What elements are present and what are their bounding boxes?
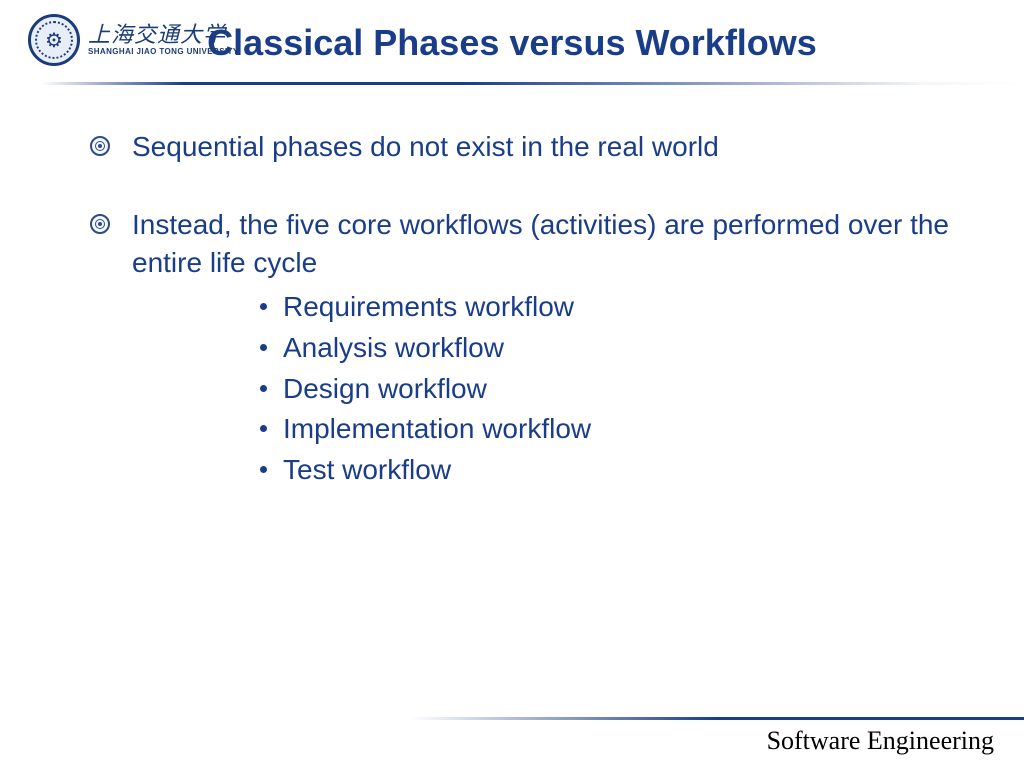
sub-bullet-item: Requirements workflow (260, 287, 954, 328)
dot-bullet-icon (260, 303, 267, 310)
sub-bullet-text: Implementation workflow (283, 409, 591, 450)
sub-bullet-text: Test workflow (283, 450, 451, 491)
sub-bullet-text: Design workflow (283, 369, 487, 410)
dot-bullet-icon (260, 425, 267, 432)
sub-bullet-item: Design workflow (260, 369, 954, 410)
sub-bullet-list: Requirements workflow Analysis workflow … (90, 287, 954, 490)
dot-bullet-icon (260, 466, 267, 473)
university-text: 上海交通大学 SHANGHAI JIAO TONG UNIVERSITY (88, 24, 239, 56)
slide-header: ⚙ 上海交通大学 SHANGHAI JIAO TONG UNIVERSITY C… (0, 0, 1024, 100)
bullet-text: Instead, the five core workflows (activi… (132, 206, 954, 282)
university-logo: ⚙ 上海交通大学 SHANGHAI JIAO TONG UNIVERSITY (28, 14, 239, 66)
seal-bullet-icon (90, 214, 110, 234)
bullet-item: Instead, the five core workflows (activi… (90, 206, 954, 282)
sub-bullet-item: Test workflow (260, 450, 954, 491)
university-name-script: 上海交通大学 (88, 24, 239, 46)
university-name-english: SHANGHAI JIAO TONG UNIVERSITY (88, 48, 239, 56)
header-divider (0, 82, 1024, 85)
sub-bullet-item: Implementation workflow (260, 409, 954, 450)
footer-divider (0, 717, 1024, 720)
sub-bullet-text: Requirements workflow (283, 287, 574, 328)
dot-bullet-icon (260, 344, 267, 351)
bullet-text: Sequential phases do not exist in the re… (132, 128, 719, 166)
footer-label: Software Engineering (767, 726, 994, 756)
university-seal-icon: ⚙ (28, 14, 80, 66)
sub-bullet-text: Analysis workflow (283, 328, 504, 369)
bullet-item: Sequential phases do not exist in the re… (90, 128, 954, 166)
seal-bullet-icon (90, 136, 110, 156)
slide-content: Sequential phases do not exist in the re… (0, 100, 1024, 490)
sub-bullet-item: Analysis workflow (260, 328, 954, 369)
dot-bullet-icon (260, 385, 267, 392)
